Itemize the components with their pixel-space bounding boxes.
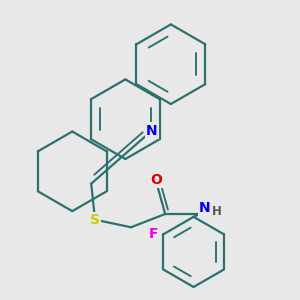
Text: N: N: [199, 201, 211, 215]
Text: F: F: [149, 227, 158, 242]
Text: O: O: [150, 173, 162, 187]
Text: S: S: [90, 213, 100, 227]
Text: H: H: [212, 205, 222, 218]
Text: N: N: [146, 124, 158, 138]
